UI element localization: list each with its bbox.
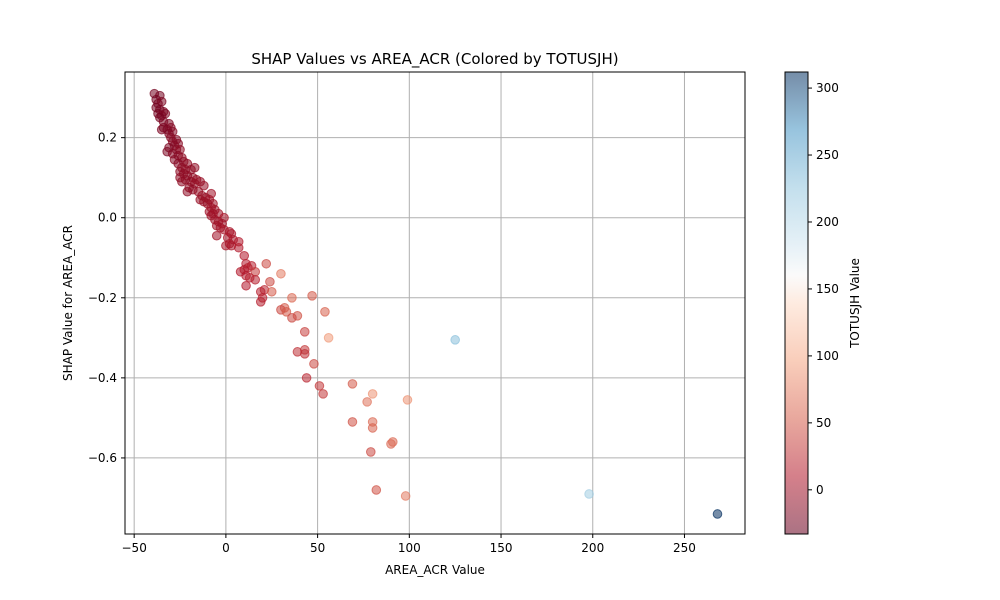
scatter-point bbox=[347, 379, 358, 389]
colorbar-tick-label: 0 bbox=[816, 483, 824, 497]
scatter-point bbox=[239, 250, 250, 261]
scatter-point bbox=[301, 373, 312, 383]
y-tick-label: −0.6 bbox=[88, 451, 117, 465]
scatter-point bbox=[177, 176, 187, 187]
scatter-point bbox=[255, 296, 266, 307]
scatter-point bbox=[233, 242, 244, 253]
scatter-point bbox=[584, 489, 594, 499]
y-axis: −0.6 −0.4 −0.2 0.0 0.2 bbox=[88, 131, 125, 465]
scatter-point bbox=[314, 381, 325, 391]
colorbar-label: TOTUSJH Value bbox=[848, 258, 862, 349]
grid-layer bbox=[125, 72, 745, 534]
scatter-point bbox=[211, 230, 222, 241]
scatter-point bbox=[712, 509, 723, 519]
colorbar-tick-label: 150 bbox=[816, 282, 839, 296]
colorbar-tick-label: 300 bbox=[816, 81, 839, 95]
y-tick-label: 0.2 bbox=[98, 131, 117, 145]
scatter-point bbox=[347, 417, 358, 427]
scatter-point bbox=[362, 397, 372, 407]
scatter-point bbox=[299, 327, 310, 337]
scatter-point bbox=[266, 286, 277, 297]
points-layer bbox=[149, 88, 723, 519]
x-tick-label: 100 bbox=[398, 541, 421, 555]
y-axis-label: SHAP Value for AREA_ACR bbox=[61, 225, 75, 381]
colorbar-frame bbox=[784, 71, 809, 535]
colorbar-tick-label: 100 bbox=[816, 349, 839, 363]
scatter-point bbox=[309, 359, 319, 369]
scatter-point bbox=[156, 124, 167, 135]
colorbar-tick-label: 50 bbox=[816, 416, 831, 430]
scatter-point bbox=[265, 276, 275, 287]
scatter-point bbox=[287, 292, 297, 303]
scatter-point bbox=[367, 423, 378, 433]
x-tick-label: 150 bbox=[490, 541, 513, 555]
scatter-point bbox=[189, 162, 200, 173]
y-tick-label: −0.2 bbox=[88, 291, 117, 305]
x-tick-label: 50 bbox=[310, 541, 325, 555]
scatter-point bbox=[250, 274, 261, 285]
scatter-point bbox=[307, 290, 317, 301]
x-axis: −50 0 50 100 150 200 250 bbox=[122, 534, 696, 555]
scatter-point bbox=[386, 439, 396, 449]
colorbar-ticks: 0 50 100 150 200 250 300 bbox=[808, 81, 839, 497]
scatter-point bbox=[241, 280, 251, 291]
scatter-point bbox=[402, 395, 413, 405]
y-tick-label: 0.0 bbox=[98, 211, 117, 225]
scatter-point bbox=[261, 258, 272, 269]
x-tick-label: −50 bbox=[122, 541, 147, 555]
scatter-point bbox=[287, 313, 297, 323]
x-tick-label: 0 bbox=[222, 541, 230, 555]
chart-title: SHAP Values vs AREA_ACR (Colored by TOTU… bbox=[251, 50, 618, 69]
scatter-point bbox=[318, 389, 328, 399]
plot-frame bbox=[124, 71, 746, 535]
scatter-point bbox=[400, 491, 411, 501]
x-axis-label: AREA_ACR Value bbox=[385, 563, 485, 577]
scatter-point bbox=[320, 307, 330, 317]
scatter-point bbox=[199, 180, 209, 191]
scatter-point bbox=[182, 186, 193, 197]
x-tick-label: 250 bbox=[673, 541, 696, 555]
colorbar bbox=[785, 72, 808, 534]
colorbar-tick-label: 250 bbox=[816, 148, 839, 162]
scatter-point bbox=[365, 447, 376, 457]
scatter-point bbox=[299, 349, 310, 359]
y-tick-label: −0.4 bbox=[88, 371, 117, 385]
scatter-point bbox=[323, 333, 334, 343]
colorbar-tick-label: 200 bbox=[816, 215, 839, 229]
scatter-point bbox=[450, 335, 460, 345]
scatter-point bbox=[367, 389, 378, 399]
scatter-point bbox=[281, 307, 292, 317]
x-tick-label: 200 bbox=[581, 541, 604, 555]
scatter-point bbox=[371, 485, 382, 495]
scatter-point bbox=[276, 268, 286, 279]
